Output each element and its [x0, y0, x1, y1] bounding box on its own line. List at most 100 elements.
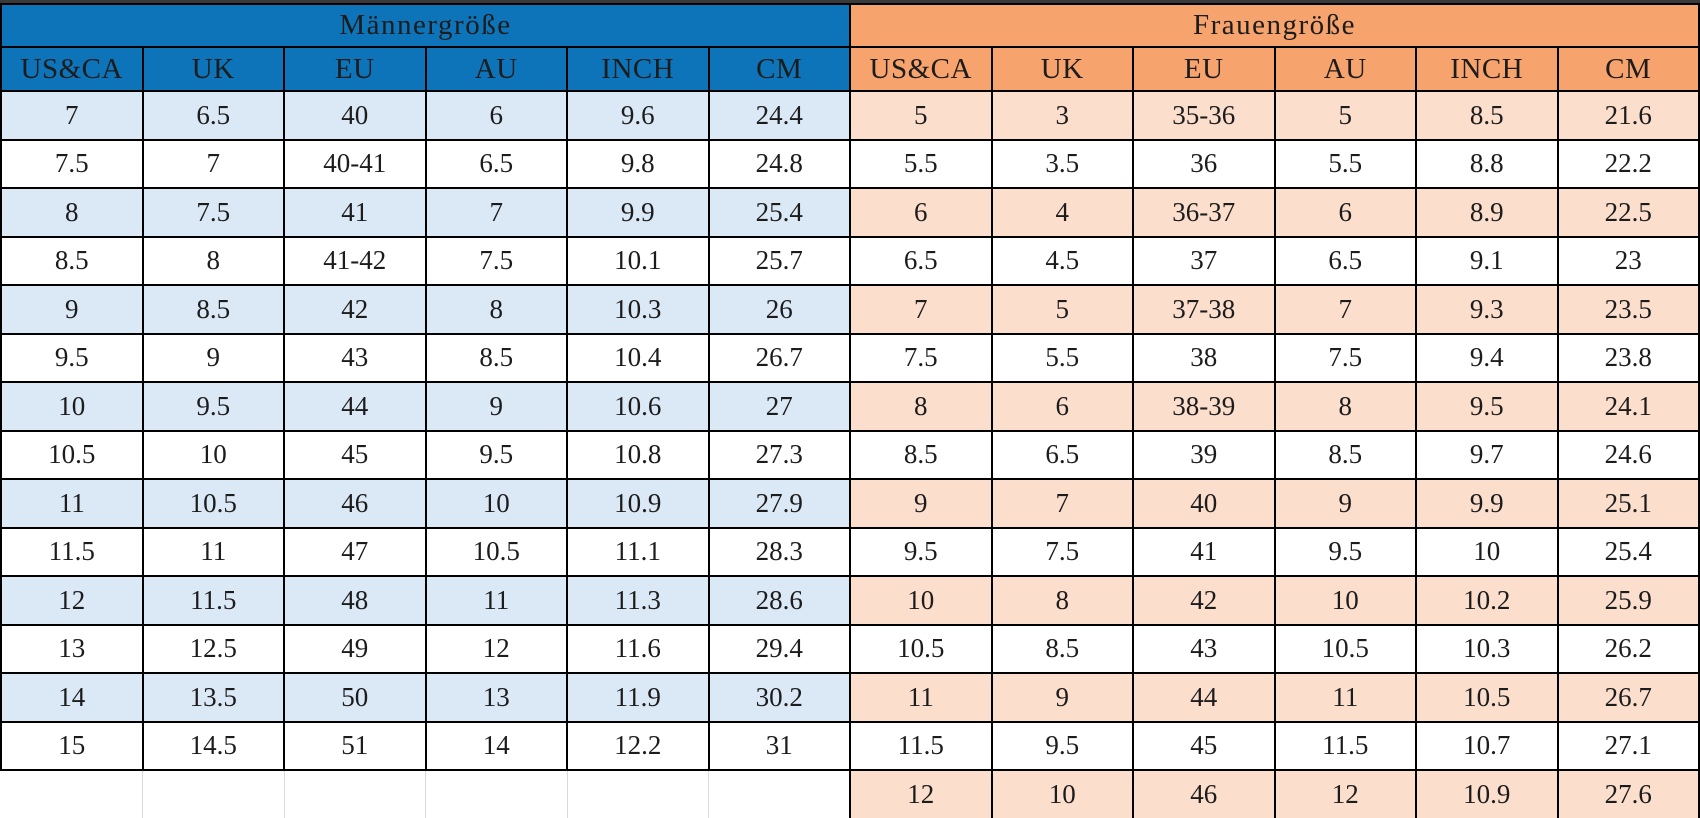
size-cell: 11.5 [0, 526, 144, 577]
size-cell: 5.5 [1273, 138, 1417, 189]
size-cell: 9.1 [1415, 235, 1559, 286]
size-cell: 44 [1132, 672, 1276, 723]
size-cell: 11.3 [566, 575, 710, 626]
column-header: CM [1556, 46, 1700, 92]
column-header-row: US&CA UK EU AU INCH CM US&CA UK EU AU INCH CM [0, 46, 1700, 92]
size-cell: 9.5 [424, 429, 568, 480]
size-cell: 25.7 [707, 235, 851, 286]
size-cell: 10.3 [566, 284, 710, 335]
size-cell: 8 [141, 235, 285, 286]
size-cell: 7 [424, 187, 568, 238]
size-cell: 8 [1273, 381, 1417, 432]
size-cell: 26.7 [1556, 672, 1700, 723]
size-cell: 11 [0, 478, 144, 529]
size-cell: 25.4 [1556, 526, 1700, 577]
men-section-title: Männergröße [0, 3, 851, 48]
size-cell: 8.5 [1273, 429, 1417, 480]
size-cell: 41 [1132, 526, 1276, 577]
size-cell: 7.5 [1273, 332, 1417, 383]
size-cell: 24.6 [1556, 429, 1700, 480]
size-cell: 7 [1273, 284, 1417, 335]
size-cell: 45 [283, 429, 427, 480]
size-cell: 5 [990, 284, 1134, 335]
size-cell: 9 [141, 332, 285, 383]
size-cell: 10 [1273, 575, 1417, 626]
size-cell: 10.5 [141, 478, 285, 529]
size-cell: 22.2 [1556, 138, 1700, 189]
size-cell: 8 [0, 187, 144, 238]
size-cell: 6.5 [424, 138, 568, 189]
size-cell: 35-36 [1132, 90, 1276, 141]
size-cell: 44 [283, 381, 427, 432]
size-cell: 12.2 [566, 720, 710, 771]
size-cell: 46 [1132, 769, 1276, 818]
size-cell: 11 [424, 575, 568, 626]
size-cell: 24.1 [1556, 381, 1700, 432]
size-cell: 8.5 [424, 332, 568, 383]
size-cell: 7 [0, 90, 144, 141]
size-cell: 9.9 [1415, 478, 1559, 529]
size-cell: 13 [424, 672, 568, 723]
table-row: 15 14.5 51 14 12.2 31 11.5 9.5 45 11.5 10.7 27.1 [0, 720, 1700, 771]
table-row: 9.5 9 43 8.5 10.4 26.7 7.5 5.5 38 7.5 9.4 23.8 [0, 332, 1700, 383]
size-cell: 51 [283, 720, 427, 771]
size-cell: 10.5 [424, 526, 568, 577]
size-cell: 10.8 [566, 429, 710, 480]
size-cell: 8 [424, 284, 568, 335]
size-cell: 23 [1556, 235, 1700, 286]
size-cell: 24.8 [707, 138, 851, 189]
size-cell: 36 [1132, 138, 1276, 189]
size-cell: 40-41 [283, 138, 427, 189]
table-row: 10.5 10 45 9.5 10.8 27.3 8.5 6.5 39 8.5 9.7 24.6 [0, 429, 1700, 480]
size-cell: 40 [283, 90, 427, 141]
empty-cell [425, 769, 568, 818]
size-cell: 10.6 [566, 381, 710, 432]
size-cell: 12.5 [141, 623, 285, 674]
table-row: 13 12.5 49 12 11.6 29.4 10.5 8.5 43 10.5 10.3 26.2 [0, 623, 1700, 674]
size-cell: 27.3 [707, 429, 851, 480]
size-cell: 4.5 [990, 235, 1134, 286]
table-row: 10 9.5 44 9 10.6 27 8 6 38-39 8 9.5 24.1 [0, 381, 1700, 432]
size-cell: 10 [849, 575, 993, 626]
size-cell: 10.7 [1415, 720, 1559, 771]
empty-cell [142, 769, 285, 818]
size-cell: 26 [707, 284, 851, 335]
table-row: 11 10.5 46 10 10.9 27.9 9 7 40 9 9.9 25.1 [0, 478, 1700, 529]
table-row: 11.5 11 47 10.5 11.1 28.3 9.5 7.5 41 9.5 10 25.4 [0, 526, 1700, 577]
size-cell: 8.5 [1415, 90, 1559, 141]
size-cell: 27.9 [707, 478, 851, 529]
size-cell: 10.5 [0, 429, 144, 480]
size-cell: 38-39 [1132, 381, 1276, 432]
size-cell: 49 [283, 623, 427, 674]
column-header: EU [283, 46, 427, 92]
size-cell: 30.2 [707, 672, 851, 723]
size-cell: 10.9 [1415, 769, 1559, 818]
size-cell: 9 [0, 284, 144, 335]
size-cell: 7.5 [424, 235, 568, 286]
size-cell: 11 [849, 672, 993, 723]
size-cell: 23.8 [1556, 332, 1700, 383]
size-cell: 9.3 [1415, 284, 1559, 335]
size-cell: 7 [990, 478, 1134, 529]
table-row: 9 8.5 42 8 10.3 26 7 5 37-38 7 9.3 23.5 [0, 284, 1700, 335]
size-cell: 9.5 [1415, 381, 1559, 432]
size-cell: 12 [0, 575, 144, 626]
table-row: 8 7.5 41 7 9.9 25.4 6 4 36-37 6 8.9 22.5 [0, 187, 1700, 238]
size-cell: 37 [1132, 235, 1276, 286]
size-cell: 28.6 [707, 575, 851, 626]
size-cell: 24.4 [707, 90, 851, 141]
table-row: 14 13.5 50 13 11.9 30.2 11 9 44 11 10.5 26.7 [0, 672, 1700, 723]
size-cell: 7 [141, 138, 285, 189]
size-cell: 11.9 [566, 672, 710, 723]
women-section-title: Frauengröße [849, 3, 1700, 48]
size-cell: 29.4 [707, 623, 851, 674]
size-cell: 8 [990, 575, 1134, 626]
size-cell: 27.6 [1556, 769, 1700, 818]
table-row: 8.5 8 41-42 7.5 10.1 25.7 6.5 4.5 37 6.5 9.1 23 [0, 235, 1700, 286]
size-cell: 4 [990, 187, 1134, 238]
size-cell: 46 [283, 478, 427, 529]
size-cell: 8.5 [849, 429, 993, 480]
size-cell: 9.7 [1415, 429, 1559, 480]
table-head: Männergröße Frauengröße US&CA UK EU AU INCH C… [0, 3, 1700, 92]
size-cell: 11.1 [566, 526, 710, 577]
